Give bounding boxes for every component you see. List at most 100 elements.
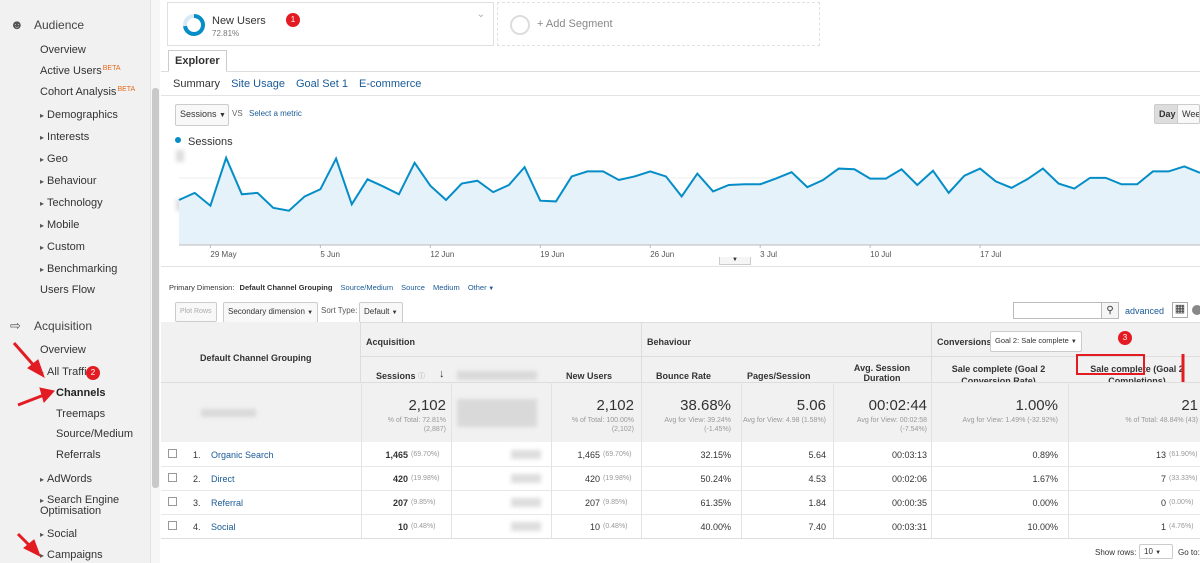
- header-default-channel-grouping[interactable]: Default Channel Grouping: [200, 353, 312, 363]
- nav-behaviour[interactable]: Behaviour: [40, 175, 97, 187]
- row-checkbox[interactable]: [168, 497, 177, 506]
- nav-source-medium[interactable]: Source/Medium: [56, 428, 134, 440]
- pie-view-icon[interactable]: [1192, 305, 1200, 315]
- row-completions: 1: [1160, 522, 1166, 532]
- select-metric-link[interactable]: Select a metric: [249, 109, 302, 118]
- search-icon[interactable]: ⚲: [1101, 302, 1119, 319]
- nav-audience-overview[interactable]: Overview: [40, 44, 86, 56]
- nav-treemaps[interactable]: Treemaps: [56, 408, 106, 420]
- header-avg-session-duration[interactable]: Avg. Session Duration: [839, 363, 925, 383]
- sessions-line: [178, 155, 1200, 212]
- nav-acquisition-overview[interactable]: Overview: [40, 344, 86, 356]
- chevron-down-icon[interactable]: ⌄: [476, 9, 485, 20]
- row-channel-link[interactable]: Direct: [211, 474, 235, 484]
- nav-interests[interactable]: Interests: [40, 131, 89, 143]
- dimension-other[interactable]: Other: [467, 283, 487, 292]
- main-content: New Users 72.81% 1 ⌄ + Add Segment Explo…: [161, 0, 1200, 563]
- chart-collapse-handle[interactable]: ▼: [719, 257, 751, 265]
- table-view-icon[interactable]: ▦: [1172, 302, 1188, 318]
- nav-section-acquisition[interactable]: ⇨ Acquisition: [10, 318, 92, 334]
- nav-channels[interactable]: Channels: [56, 387, 106, 399]
- sidebar-scrollbar[interactable]: [150, 0, 160, 563]
- totals-row: [161, 382, 1200, 442]
- total-conv-rate-sub: Avg for View: 1.49% (-32.92%): [962, 417, 1058, 424]
- sort-type-select[interactable]: Default ▼: [359, 302, 403, 323]
- segment-name: New Users: [212, 15, 266, 27]
- dimension-medium[interactable]: Medium: [433, 283, 460, 292]
- total-new-users-sub: % of Total: 100.00% (2,102): [571, 417, 634, 433]
- help-icon[interactable]: ⓘ: [418, 373, 425, 380]
- header-pages-session[interactable]: Pages/Session: [747, 371, 811, 381]
- dimension-source-medium[interactable]: Source/Medium: [340, 283, 394, 292]
- nav-technology[interactable]: Technology: [40, 197, 103, 209]
- nav-referrals[interactable]: Referrals: [56, 449, 101, 461]
- row-channel-link[interactable]: Organic Search: [211, 450, 274, 460]
- redacted-column-header: [457, 371, 537, 380]
- scrollbar-thumb[interactable]: [152, 88, 159, 488]
- row-sessions-pct: (69.70%): [411, 451, 440, 458]
- subtab-ecommerce[interactable]: E-commerce: [359, 78, 422, 90]
- subtab-summary[interactable]: Summary: [173, 78, 221, 90]
- nav-demographics[interactable]: Demographics: [40, 109, 118, 121]
- column-divider: [833, 382, 834, 538]
- dimension-current[interactable]: Default Channel Grouping: [239, 283, 333, 292]
- segment-donut-icon: [183, 14, 205, 36]
- subtab-site-usage[interactable]: Site Usage: [231, 78, 285, 90]
- plot-rows-button[interactable]: Plot Rows: [175, 302, 217, 322]
- header-divider: [361, 356, 1200, 357]
- nav-seo[interactable]: Search Engine Optimisation: [40, 495, 120, 517]
- row-completions: 0: [1160, 498, 1166, 508]
- granularity-week-button[interactable]: Wee: [1177, 104, 1200, 124]
- goal-select[interactable]: Goal 2: Sale complete ▼: [990, 331, 1082, 352]
- tab-explorer[interactable]: Explorer: [168, 50, 227, 72]
- subtab-goal-set-1[interactable]: Goal Set 1: [296, 78, 348, 90]
- nav-section-audience[interactable]: ☻ Audience: [10, 17, 84, 32]
- nav-label: Active Users: [40, 65, 102, 77]
- nav-all-traffic[interactable]: All Traffic: [40, 366, 92, 378]
- row-channel-link[interactable]: Referral: [211, 498, 244, 508]
- annotation-highlight-box: [1076, 354, 1145, 375]
- nav-active-users[interactable]: Active UsersBETA: [40, 65, 121, 77]
- row-checkbox[interactable]: [168, 521, 177, 530]
- column-divider: [451, 382, 452, 538]
- row-new-users-pct: (69.70%): [603, 451, 632, 458]
- nav-geo[interactable]: Geo: [40, 153, 68, 165]
- section-label: Acquisition: [34, 319, 93, 333]
- show-rows-select[interactable]: 10 ▼: [1139, 544, 1173, 559]
- nav-mobile[interactable]: Mobile: [40, 219, 79, 231]
- table-row: 4. Social 10 (0.48%) 10 (0.48%) 40.00% 7.40 00:0…: [161, 515, 1200, 539]
- nav-social[interactable]: Social: [40, 528, 77, 540]
- nav-benchmarking[interactable]: Benchmarking: [40, 263, 117, 275]
- row-channel-link[interactable]: Social: [211, 522, 236, 532]
- nav-cohort-analysis[interactable]: Cohort AnalysisBETA: [40, 86, 135, 98]
- add-segment[interactable]: + Add Segment: [497, 2, 820, 46]
- dimension-source[interactable]: Source: [401, 283, 425, 292]
- arrow-all-traffic: [12, 342, 38, 369]
- nav-custom[interactable]: Custom: [40, 241, 85, 253]
- header-sessions[interactable]: Sessions: [376, 371, 416, 381]
- row-sessions: 207: [392, 498, 408, 508]
- nav-campaigns[interactable]: Campaigns: [40, 549, 103, 561]
- section-label: Audience: [34, 18, 85, 32]
- x-tick-label: 10 Jul: [870, 250, 892, 259]
- secondary-dimension-select[interactable]: Secondary dimension ▼: [223, 302, 319, 323]
- goal-label: Goal 2: Sale complete: [995, 336, 1069, 345]
- header-bounce-rate[interactable]: Bounce Rate: [656, 371, 712, 381]
- metric-select[interactable]: Sessions ▼: [175, 104, 229, 126]
- header-new-users[interactable]: New Users: [566, 371, 613, 381]
- row-checkbox[interactable]: [168, 473, 177, 482]
- group-header-behaviour: Behaviour: [647, 337, 692, 347]
- table-search-input[interactable]: [1013, 302, 1103, 319]
- chevron-down-icon: ▼: [1155, 550, 1162, 556]
- advanced-link[interactable]: advanced: [1125, 306, 1165, 316]
- annotation-arrows: [12, 342, 55, 558]
- nav-users-flow[interactable]: Users Flow: [40, 284, 96, 296]
- goto-label: Go to:: [1178, 548, 1200, 557]
- primary-dimension-label: Primary Dimension:: [169, 283, 235, 292]
- segment-new-users[interactable]: New Users 72.81% 1 ⌄: [167, 2, 494, 46]
- row-sessions-pct: (19.98%): [411, 475, 440, 482]
- sort-desc-arrow-icon[interactable]: ↓: [439, 368, 445, 380]
- metric-label: Sessions: [180, 109, 217, 119]
- nav-adwords[interactable]: AdWords: [40, 473, 92, 485]
- row-checkbox[interactable]: [168, 449, 177, 458]
